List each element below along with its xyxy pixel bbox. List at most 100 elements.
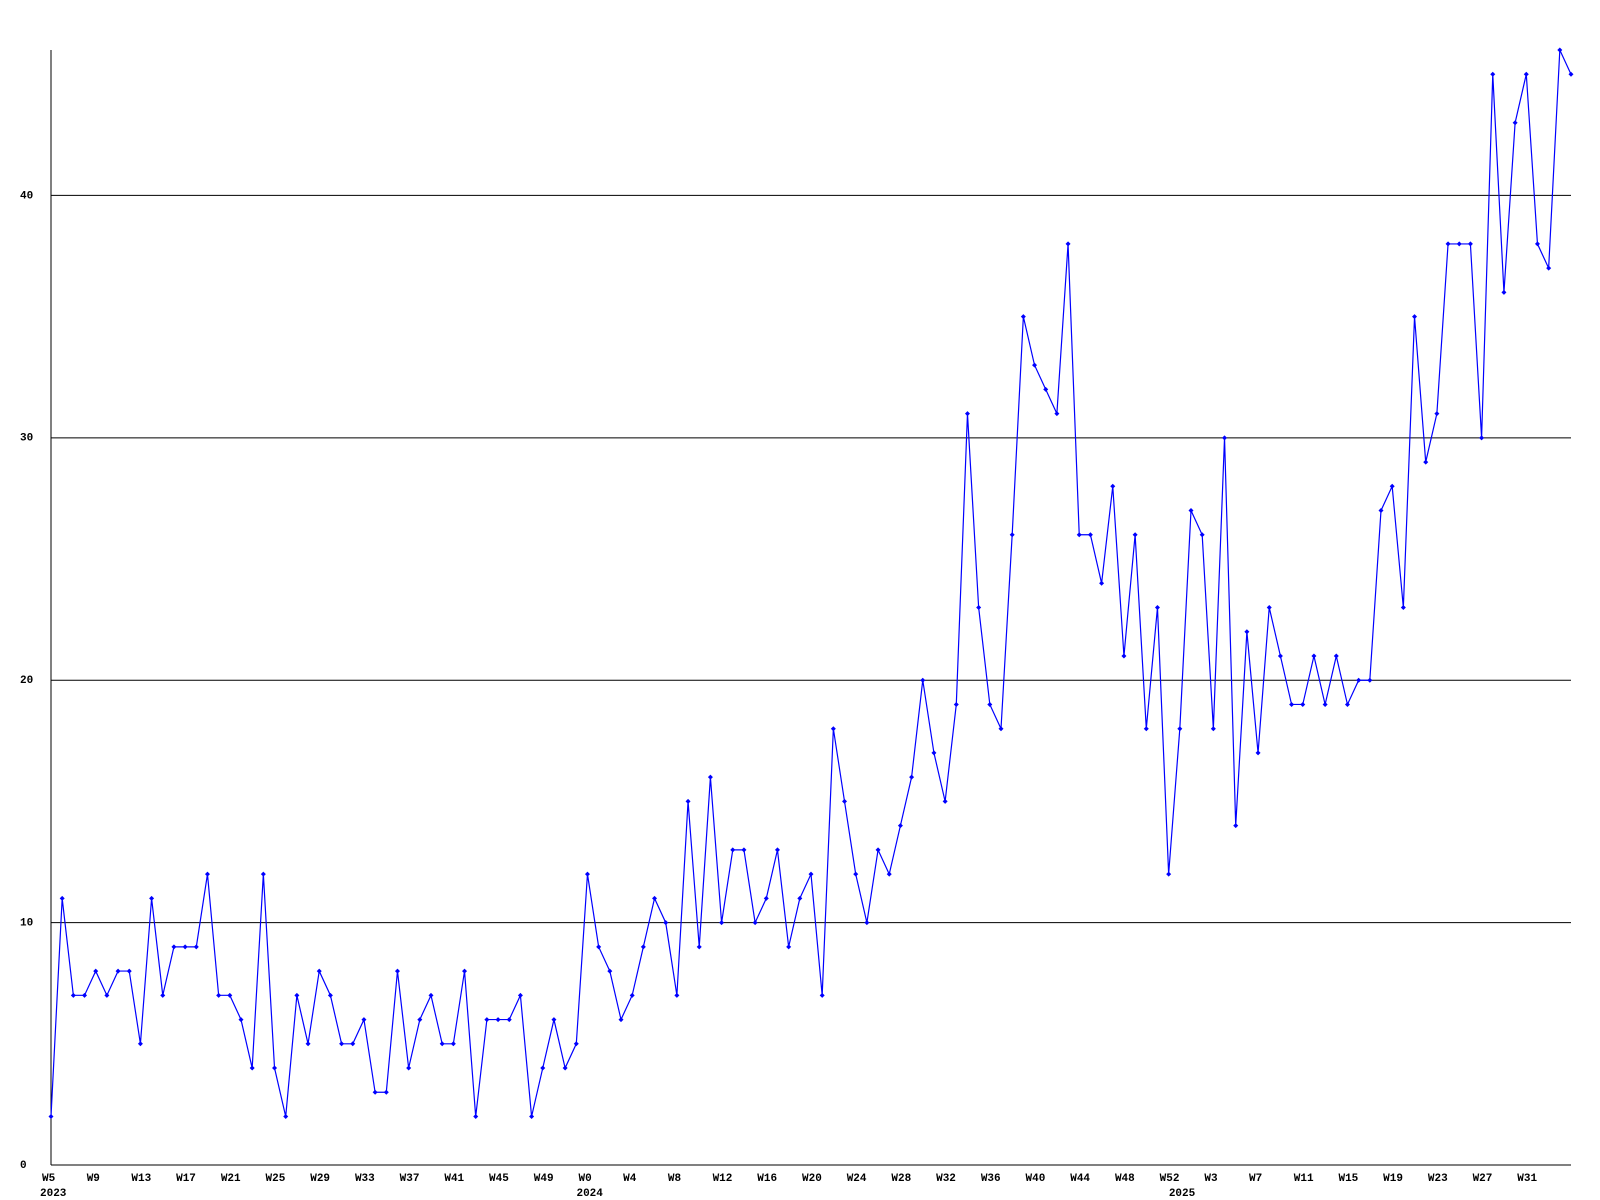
y-tick-label: 0 — [20, 1160, 27, 1172]
data-point — [1501, 289, 1507, 295]
data-point — [1099, 580, 1105, 586]
data-point — [227, 992, 233, 998]
data-point — [82, 992, 88, 998]
data-point — [283, 1114, 289, 1120]
data-point — [1076, 532, 1082, 538]
data-point — [1456, 241, 1462, 247]
data-point — [998, 726, 1004, 732]
data-point — [1222, 435, 1228, 441]
data-point — [1322, 701, 1328, 707]
data-point — [629, 992, 635, 998]
data-point — [1143, 726, 1149, 732]
data-point — [1121, 653, 1127, 659]
data-point — [1546, 265, 1552, 271]
data-point — [719, 920, 725, 926]
data-point — [976, 605, 982, 610]
x-tick-label: W33 — [355, 1173, 375, 1185]
data-point — [204, 871, 210, 877]
x-tick-label: W20 — [802, 1173, 822, 1185]
data-point — [484, 1017, 490, 1023]
data-point — [1344, 701, 1350, 707]
data-point — [361, 1017, 367, 1023]
data-point — [1479, 435, 1485, 441]
data-point — [529, 1114, 535, 1120]
x-tick-label: W21 — [221, 1173, 241, 1185]
data-point — [730, 847, 736, 853]
data-point — [920, 677, 926, 683]
data-point — [1065, 241, 1071, 247]
data-point — [1568, 71, 1574, 77]
data-point — [562, 1065, 568, 1071]
x-tick-label: W27 — [1473, 1173, 1493, 1185]
data-point — [1087, 532, 1093, 538]
data-point — [1467, 241, 1473, 247]
data-point — [540, 1065, 546, 1071]
x-tick-label: W24 — [847, 1173, 867, 1185]
data-point — [596, 944, 602, 950]
y-tick-label: 40 — [20, 190, 33, 202]
x-year-label: 2023 — [40, 1188, 67, 1200]
x-tick-label: W48 — [1115, 1173, 1135, 1185]
data-point — [1378, 508, 1384, 514]
data-point — [305, 1041, 311, 1047]
x-tick-label: W49 — [534, 1173, 554, 1185]
data-point — [674, 992, 680, 998]
data-point — [864, 920, 870, 926]
data-point — [1266, 605, 1272, 610]
data-point — [48, 1114, 54, 1120]
data-point — [1277, 653, 1283, 659]
data-point — [1054, 411, 1060, 417]
data-point — [115, 968, 121, 974]
data-point — [786, 944, 792, 950]
data-point — [763, 895, 769, 901]
series-line — [50, 49, 1572, 1117]
data-point — [652, 895, 658, 901]
data-point — [406, 1065, 412, 1071]
data-point — [495, 1017, 501, 1023]
data-point — [193, 944, 199, 950]
data-point — [1356, 677, 1362, 683]
x-tick-label: W32 — [936, 1173, 956, 1185]
x-tick-label: W45 — [489, 1173, 509, 1185]
data-point — [987, 701, 993, 707]
data-point — [339, 1041, 345, 1047]
x-tick-label: W15 — [1338, 1173, 1358, 1185]
data-point — [1154, 605, 1160, 610]
data-point — [819, 992, 825, 998]
data-point — [327, 992, 333, 998]
data-point — [1009, 532, 1015, 538]
x-tick-label: W40 — [1026, 1173, 1046, 1185]
x-tick-label: W28 — [891, 1173, 911, 1185]
data-point — [1166, 871, 1172, 877]
data-point — [1423, 459, 1429, 465]
data-point — [1032, 362, 1038, 368]
data-point — [104, 992, 110, 998]
data-point — [70, 992, 76, 998]
x-tick-label: W11 — [1294, 1173, 1314, 1185]
x-tick-label: W36 — [981, 1173, 1001, 1185]
x-tick-label: W17 — [176, 1173, 196, 1185]
data-point — [473, 1114, 479, 1120]
x-tick-label: W37 — [400, 1173, 420, 1185]
data-point — [618, 1017, 624, 1023]
data-point — [942, 798, 948, 804]
data-point — [394, 968, 400, 974]
data-point — [238, 1017, 244, 1023]
x-tick-label: W19 — [1383, 1173, 1403, 1185]
data-point — [1289, 701, 1295, 707]
data-point — [774, 847, 780, 853]
y-tick-label: 10 — [20, 918, 33, 930]
data-point — [1199, 532, 1205, 538]
data-point — [584, 871, 590, 877]
data-point — [450, 1041, 456, 1047]
data-point — [1132, 532, 1138, 538]
data-point — [551, 1017, 557, 1023]
data-point — [517, 992, 523, 998]
data-point — [573, 1041, 579, 1047]
x-tick-label: W52 — [1160, 1173, 1180, 1185]
x-tick-label: W7 — [1249, 1173, 1262, 1185]
x-tick-label: W23 — [1428, 1173, 1448, 1185]
data-point — [1177, 726, 1183, 732]
